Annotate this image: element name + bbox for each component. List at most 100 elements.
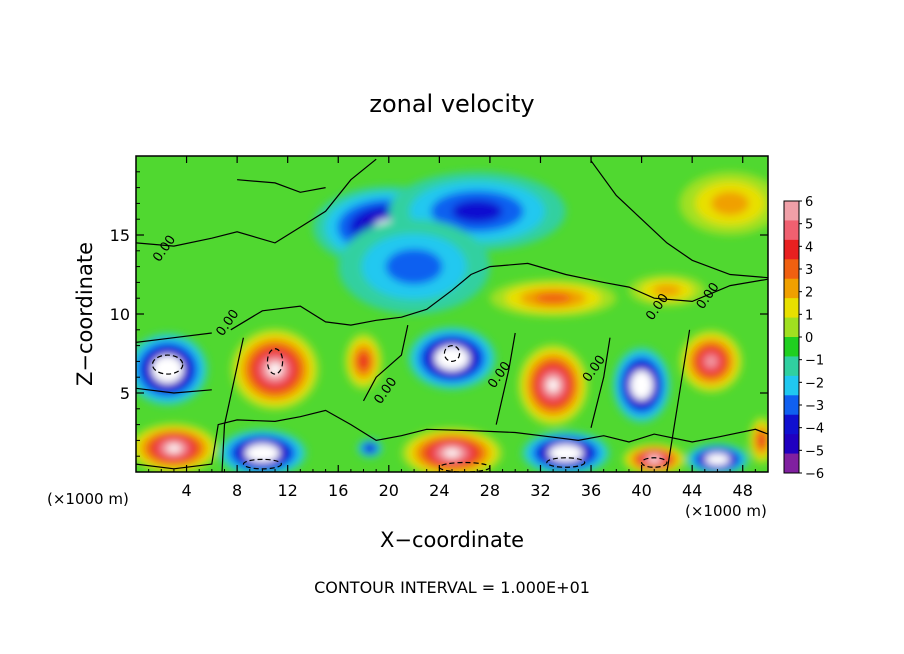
colorbar-swatch: [784, 337, 799, 357]
colorbar-label: −1: [805, 354, 824, 369]
contour-line: [136, 387, 212, 394]
y-tick-label: 10: [110, 305, 130, 324]
chart-title: zonal velocity: [369, 90, 534, 118]
negative-velocity-cell: [407, 326, 497, 390]
plot-area: 0.000.000.00 0.00 0.000.00 0.00: [136, 156, 768, 472]
inner-contour: [242, 458, 282, 470]
positive-velocity-cell: [628, 274, 705, 307]
colorbar-label: −3: [805, 399, 824, 414]
colorbar-label: −6: [805, 467, 824, 482]
positive-velocity-cell: [679, 329, 743, 393]
contour-line: [136, 332, 212, 343]
field-band: [385, 248, 443, 285]
contour-line: [237, 179, 326, 193]
field-band: [535, 292, 572, 304]
colorbar-label: 2: [805, 286, 813, 301]
colorbar-swatch: [784, 453, 799, 474]
contour-line: [230, 262, 768, 331]
field-band: [711, 191, 750, 216]
colorbar-label: 6: [805, 195, 813, 210]
colorbar-swatch: [784, 259, 799, 280]
x-tick-label: 40: [631, 481, 651, 500]
field-band: [359, 354, 368, 368]
field-band: [758, 434, 765, 446]
colorbar-swatch: [784, 239, 799, 260]
positive-velocity-cell: [344, 332, 383, 390]
colorbar-swatch: [784, 298, 799, 319]
negative-velocity-cell: [338, 219, 490, 314]
field-band: [366, 446, 373, 451]
x-unit-left: (×1000 m): [47, 490, 129, 508]
colorbar-label: −2: [805, 376, 824, 391]
negative-velocity-cell: [357, 438, 383, 458]
negative-velocity-cell: [685, 443, 750, 472]
positive-velocity-cell: [136, 423, 219, 472]
field-band: [452, 200, 503, 223]
x-tick-label: 4: [181, 481, 191, 500]
x-tick-label: 48: [733, 481, 753, 500]
positive-velocity-cell: [230, 328, 320, 411]
field-band: [547, 379, 559, 392]
x-unit-right: (×1000 m): [685, 502, 767, 520]
field-band: [167, 444, 181, 452]
y-axis-label: Z−coordinate: [73, 242, 97, 386]
contour-line: [495, 332, 516, 425]
x-tick-label: 28: [480, 481, 500, 500]
colorbar-swatch: [784, 375, 799, 396]
colorbar: 6 5 4 3 2 1 0 −1 −2 −3 −4 −5 −6: [783, 195, 824, 482]
inner-contour: [151, 354, 184, 375]
positive-velocity-cell: [679, 171, 768, 235]
colorbar-label: 3: [805, 263, 813, 278]
contour-line: [136, 158, 377, 247]
field-band: [161, 363, 174, 375]
contour-line: [666, 329, 691, 472]
field-band: [444, 449, 460, 457]
colorbar-label: 0: [805, 331, 813, 346]
y-tick-label: 15: [110, 226, 130, 245]
field-band: [637, 379, 646, 391]
colorbar-label: −5: [805, 444, 824, 459]
inner-contour: [640, 457, 668, 468]
x-tick-label: 16: [328, 481, 348, 500]
negative-velocity-cell: [136, 332, 209, 406]
x-tick-label: 32: [530, 481, 550, 500]
colorbar-swatch: [784, 278, 799, 299]
colorbar-swatch: [784, 356, 799, 377]
y-tick-label: 5: [120, 384, 130, 403]
positive-velocity-cell: [749, 416, 768, 465]
colorbar-label: 4: [805, 240, 813, 255]
positive-velocity-cell: [401, 427, 503, 472]
inner-contour: [546, 457, 586, 468]
colorbar-swatch: [784, 434, 799, 455]
x-axis: 4 8 12 16 20 24 28 32 36 40 44 48: [148, 156, 756, 500]
field-band: [712, 457, 723, 462]
velocity-field: [136, 171, 768, 472]
zero-contour-lines: [136, 158, 768, 472]
x-tick-label: 44: [682, 481, 702, 500]
contour-line: [362, 324, 409, 402]
field-band: [652, 284, 682, 297]
colorbar-swatch: [784, 395, 799, 416]
negative-velocity-cell: [388, 171, 566, 251]
colorbar-swatch: [784, 201, 799, 221]
colorbar-label: 5: [805, 218, 813, 233]
colorbar-swatch: [784, 414, 799, 435]
y-axis: 5 10 15: [110, 171, 768, 457]
positive-velocity-cell: [517, 344, 589, 427]
inner-contour: [266, 348, 284, 375]
x-tick-label: 12: [278, 481, 298, 500]
field-band: [705, 356, 717, 367]
colorbar-swatch: [784, 220, 799, 241]
colorbar-label: 1: [805, 308, 813, 323]
contour-line: [221, 337, 244, 472]
x-tick-label: 20: [379, 481, 399, 500]
positive-velocity-cell: [489, 279, 617, 318]
x-axis-label: X−coordinate: [380, 528, 524, 552]
negative-velocity-cell: [612, 347, 671, 424]
field-band: [255, 449, 269, 457]
contour-line: [136, 409, 768, 470]
field-band: [559, 449, 573, 457]
contour-line: [590, 337, 611, 428]
x-tick-label: 8: [232, 481, 242, 500]
